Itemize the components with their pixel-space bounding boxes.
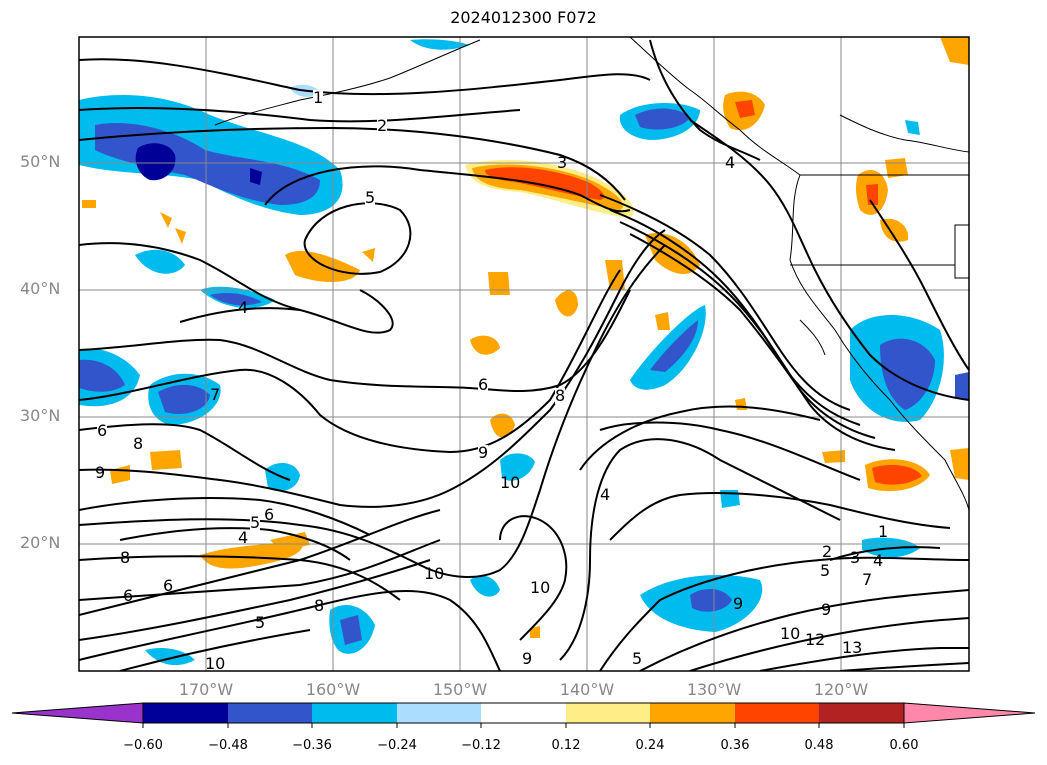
- lon-label-120w: 120°W: [813, 680, 869, 699]
- colorbar-tick-label: 0.48: [804, 738, 834, 753]
- contour-lines: [79, 39, 969, 671]
- colorbar-tick-label: −0.24: [377, 738, 417, 753]
- colorbar: [11, 702, 1036, 728]
- colorbar-extend-low: [11, 702, 144, 724]
- map-title: 2024012300 F072: [450, 8, 597, 27]
- contour-label: 9: [733, 594, 744, 613]
- contour-label: 10: [500, 473, 521, 492]
- lat-label-20n: 20°N: [20, 533, 61, 552]
- contour-label: 4: [238, 298, 249, 317]
- colorbar-tick-label: 0.24: [635, 738, 665, 753]
- contour-label: 4: [238, 528, 249, 547]
- lon-label-150w: 150°W: [432, 680, 488, 699]
- contour-label: 6: [264, 505, 275, 524]
- contour-label: 5: [365, 188, 376, 207]
- contour-label: 4: [600, 485, 611, 504]
- contour-label: 9: [522, 649, 533, 668]
- contour-label: 4: [725, 153, 736, 172]
- contour-label: 13: [842, 638, 863, 657]
- contour-label: 6: [123, 586, 134, 605]
- colorbar-tick-label: 0.36: [720, 738, 750, 753]
- contour-label: 10: [530, 578, 551, 597]
- contour-label: 6: [478, 375, 489, 394]
- lon-label-140w: 140°W: [559, 680, 615, 699]
- contour-label: 10: [205, 654, 226, 673]
- lat-label-40n: 40°N: [20, 279, 61, 298]
- contour-label: 8: [555, 386, 566, 405]
- colorbar-tick-label: 0.60: [889, 738, 919, 753]
- contour-label: 6: [97, 421, 108, 440]
- contour-label: 1: [313, 88, 324, 107]
- contour-label: 6: [163, 576, 174, 595]
- negative-anomaly-core: [135, 143, 176, 181]
- contour-label: 10: [780, 624, 801, 643]
- contour-label: 2: [822, 542, 833, 561]
- contour-label: 5: [255, 613, 266, 632]
- colorbar-tick-label: 0.12: [551, 738, 581, 753]
- lat-label-30n: 30°N: [20, 406, 61, 425]
- colorbar-extend-high: [903, 702, 1036, 724]
- contour-label: 9: [95, 463, 106, 482]
- coastlines: [214, 37, 969, 511]
- contour-label: 5: [632, 649, 643, 668]
- colorbar-tick-label: −0.60: [123, 738, 163, 753]
- contour-label: 3: [557, 153, 568, 172]
- contour-label: 7: [862, 570, 873, 589]
- contour-label: 8: [133, 434, 144, 453]
- colorbar-tick-label: −0.36: [292, 738, 332, 753]
- lat-label-50n: 50°N: [20, 152, 61, 171]
- contour-label: 2: [377, 116, 388, 135]
- contour-label: 10: [424, 564, 445, 583]
- contour-label: 8: [120, 548, 131, 567]
- colorbar-tick-label: −0.12: [461, 738, 501, 753]
- contour-label: 5: [820, 561, 831, 580]
- contour-label: 9: [821, 600, 832, 619]
- negative-anomaly-core: [250, 168, 262, 185]
- lon-label-160w: 160°W: [305, 680, 361, 699]
- contour-label: 1: [878, 522, 889, 541]
- contour-label: 3: [850, 548, 861, 567]
- lon-label-170w: 170°W: [178, 680, 234, 699]
- lon-label-130w: 130°W: [686, 680, 742, 699]
- positive-anomaly-core: [485, 167, 605, 200]
- map-border: [78, 36, 970, 672]
- contour-label: 8: [314, 596, 325, 615]
- contour-label: 5: [250, 513, 261, 532]
- colorbar-tick-label: −0.48: [208, 738, 248, 753]
- contour-label: 7: [210, 385, 221, 404]
- contour-label: 4: [873, 551, 884, 570]
- contour-label: 12: [805, 630, 826, 649]
- contour-label: 9: [478, 443, 489, 462]
